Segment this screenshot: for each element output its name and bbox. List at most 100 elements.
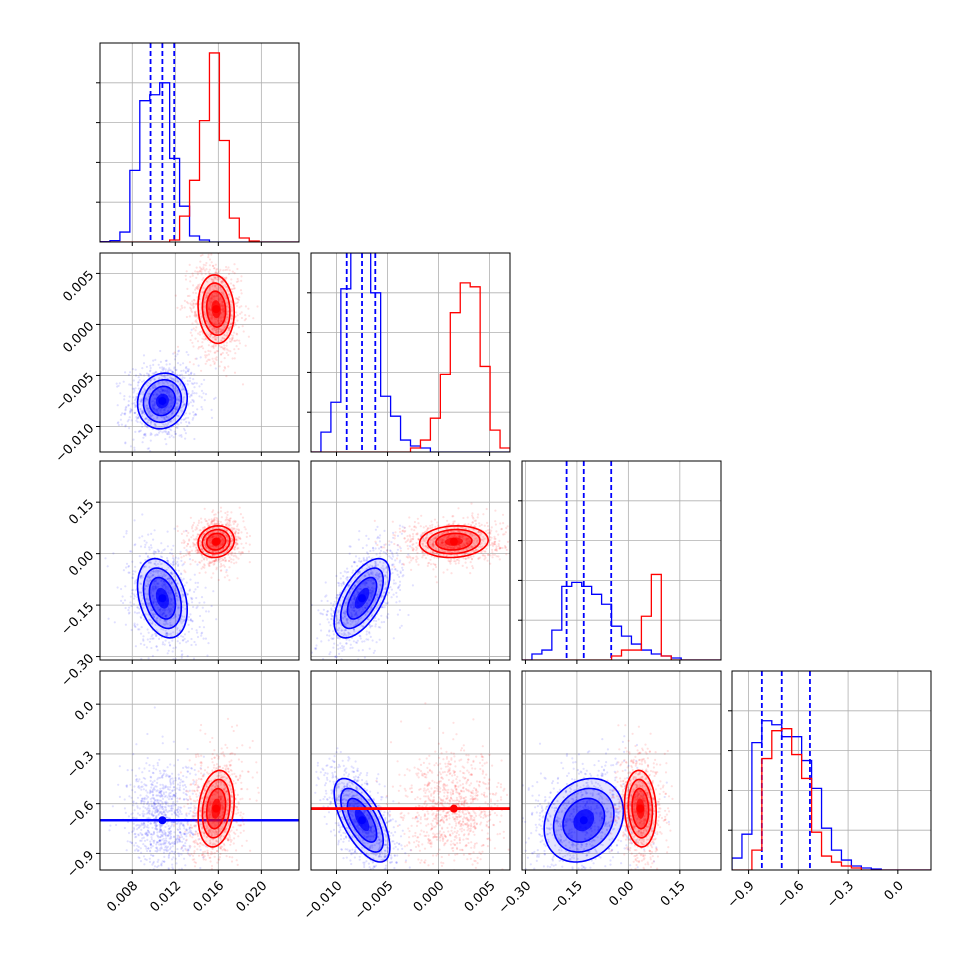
sample-point xyxy=(133,595,136,598)
sample-point xyxy=(184,529,187,532)
sample-point xyxy=(220,557,223,560)
sample-point xyxy=(302,664,304,666)
sample-point xyxy=(141,380,144,383)
sample-point xyxy=(159,390,162,393)
sample-point xyxy=(156,548,159,551)
sample-point xyxy=(167,592,170,595)
sample-point xyxy=(330,614,333,617)
sample-point xyxy=(222,564,225,567)
sample-point xyxy=(137,387,140,390)
sample-point xyxy=(150,607,153,610)
sample-point xyxy=(144,432,147,435)
sample-point xyxy=(193,543,196,546)
sample-point xyxy=(146,421,149,424)
sample-point xyxy=(187,421,191,424)
sample-point xyxy=(228,340,232,343)
sample-point xyxy=(154,586,157,589)
sample-point xyxy=(211,561,214,564)
sample-point xyxy=(194,643,197,646)
sample-point xyxy=(245,535,248,539)
sample-point xyxy=(138,403,141,406)
sample-point xyxy=(215,522,219,526)
sample-point xyxy=(129,383,133,386)
sample-point xyxy=(133,446,136,449)
sample-point xyxy=(190,303,193,306)
sample-point xyxy=(236,319,239,322)
sample-point xyxy=(231,334,235,337)
sample-point xyxy=(206,654,209,657)
sample-point xyxy=(220,330,223,333)
sample-point xyxy=(183,418,186,421)
sample-point xyxy=(134,589,137,592)
sample-point xyxy=(172,601,175,605)
sample-point xyxy=(168,391,171,394)
sample-point xyxy=(205,294,208,297)
sample-point xyxy=(193,314,196,317)
sample-point xyxy=(215,268,218,271)
sample-point xyxy=(152,363,155,366)
sample-point xyxy=(230,308,233,311)
sample-point xyxy=(162,580,165,583)
hist-red-3 xyxy=(732,728,931,870)
sample-point xyxy=(324,581,327,584)
sample-point xyxy=(154,562,157,565)
sample-point xyxy=(237,326,240,329)
sample-point xyxy=(209,325,212,328)
sample-point xyxy=(135,419,138,422)
sample-point xyxy=(151,596,154,599)
sample-point xyxy=(158,381,161,384)
sample-point xyxy=(157,389,160,392)
sample-point xyxy=(348,552,351,555)
sample-point xyxy=(143,433,146,436)
sample-point xyxy=(162,612,165,615)
sample-point xyxy=(104,557,107,560)
sample-point xyxy=(238,306,241,309)
sample-point xyxy=(148,602,151,605)
sample-point xyxy=(214,277,217,280)
sample-point xyxy=(228,327,231,330)
sample-point xyxy=(181,405,185,408)
sample-point xyxy=(176,380,180,383)
sample-point xyxy=(124,409,127,412)
sample-point xyxy=(233,339,236,342)
sample-point xyxy=(150,546,153,549)
sample-point xyxy=(140,657,143,660)
sample-point xyxy=(177,606,180,609)
sample-point xyxy=(163,676,165,678)
sample-point xyxy=(391,564,394,567)
sample-point xyxy=(182,369,185,372)
sample-point xyxy=(224,558,227,561)
sample-point xyxy=(144,565,147,568)
sample-point xyxy=(139,408,142,411)
sample-point xyxy=(207,307,210,310)
sample-point xyxy=(161,612,164,615)
sample-point xyxy=(192,363,195,366)
sample-point xyxy=(234,323,237,326)
sample-point xyxy=(244,528,247,531)
sample-point xyxy=(392,555,395,558)
sample-point xyxy=(145,404,149,407)
sample-point xyxy=(203,399,206,402)
sample-point xyxy=(152,393,155,396)
sample-point xyxy=(221,303,224,306)
sample-point xyxy=(197,332,200,335)
sample-point xyxy=(219,506,223,509)
sample-point xyxy=(221,293,224,296)
sample-point xyxy=(190,627,194,630)
sample-point xyxy=(395,557,399,560)
sample-point xyxy=(356,564,359,568)
sample-point xyxy=(177,415,180,418)
sample-point xyxy=(241,516,245,519)
sample-point xyxy=(225,316,228,319)
sample-point xyxy=(193,381,196,385)
sample-point xyxy=(212,535,215,538)
sample-point xyxy=(220,300,224,303)
sample-point xyxy=(320,640,323,643)
sample-point xyxy=(210,521,213,525)
sample-point xyxy=(161,454,163,456)
sample-point xyxy=(216,319,219,322)
sample-point xyxy=(191,390,194,393)
sample-point xyxy=(168,395,171,398)
sample-point xyxy=(170,412,173,415)
sample-point xyxy=(199,545,202,548)
